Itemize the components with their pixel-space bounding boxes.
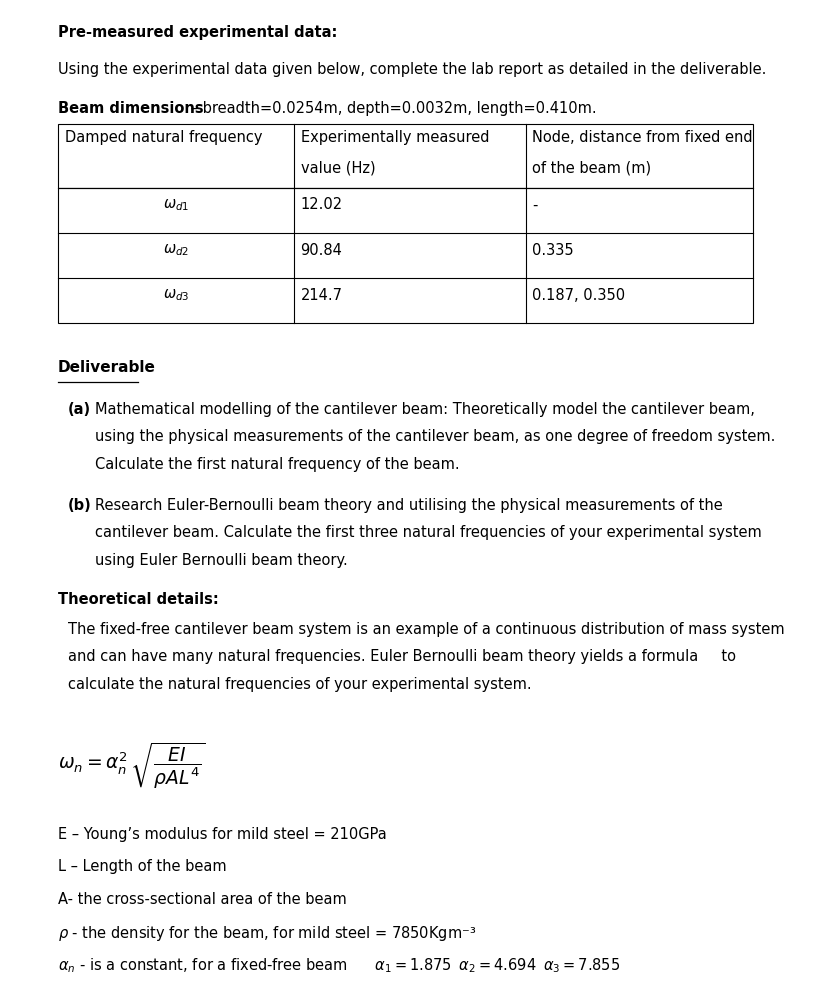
Text: calculate the natural frequencies of your experimental system.: calculate the natural frequencies of you… xyxy=(68,677,531,691)
Text: $\omega_{d2}$: $\omega_{d2}$ xyxy=(163,243,189,258)
FancyBboxPatch shape xyxy=(58,188,753,323)
Text: cantilever beam. Calculate the first three natural frequencies of your experimen: cantilever beam. Calculate the first thr… xyxy=(95,525,761,540)
Text: 214.7: 214.7 xyxy=(300,288,342,302)
Text: – breadth=0.0254m, depth=0.0032m, length=0.410m.: – breadth=0.0254m, depth=0.0032m, length… xyxy=(186,101,596,116)
Text: A- the cross-sectional area of the beam: A- the cross-sectional area of the beam xyxy=(58,892,347,906)
Text: $\omega_{d1}$: $\omega_{d1}$ xyxy=(163,197,189,213)
Text: -: - xyxy=(532,197,537,212)
Text: (b): (b) xyxy=(68,498,92,513)
Text: E – Young’s modulus for mild steel = 210GPa: E – Young’s modulus for mild steel = 210… xyxy=(58,827,386,842)
Text: using the physical measurements of the cantilever beam, as one degree of freedom: using the physical measurements of the c… xyxy=(95,429,775,444)
Text: value (Hz): value (Hz) xyxy=(300,160,375,175)
Text: L – Length of the beam: L – Length of the beam xyxy=(58,859,227,874)
Text: using Euler Bernoulli beam theory.: using Euler Bernoulli beam theory. xyxy=(95,553,347,568)
Text: $\omega_{d3}$: $\omega_{d3}$ xyxy=(163,288,189,303)
Text: Experimentally measured: Experimentally measured xyxy=(300,130,489,144)
Text: Beam dimensions: Beam dimensions xyxy=(58,101,203,116)
Text: Theoretical details:: Theoretical details: xyxy=(58,592,218,607)
FancyBboxPatch shape xyxy=(58,124,753,188)
Text: The fixed-free cantilever beam system is an example of a continuous distribution: The fixed-free cantilever beam system is… xyxy=(68,622,783,636)
Text: and can have many natural frequencies. Euler Bernoulli beam theory yields a form: and can have many natural frequencies. E… xyxy=(68,649,735,664)
Text: of the beam (m): of the beam (m) xyxy=(532,160,651,175)
Text: 0.187, 0.350: 0.187, 0.350 xyxy=(532,288,624,302)
Text: 0.335: 0.335 xyxy=(532,243,573,257)
Text: 90.84: 90.84 xyxy=(300,243,342,257)
Text: Research Euler-Bernoulli beam theory and utilising the physical measurements of : Research Euler-Bernoulli beam theory and… xyxy=(95,498,722,513)
Text: Calculate the first natural frequency of the beam.: Calculate the first natural frequency of… xyxy=(95,457,459,471)
Text: Mathematical modelling of the cantilever beam: Theoretically model the cantileve: Mathematical modelling of the cantilever… xyxy=(95,402,754,416)
Text: $\omega_n = \alpha_n^2\,\sqrt{\dfrac{EI}{\rho A L^4}}$: $\omega_n = \alpha_n^2\,\sqrt{\dfrac{EI}… xyxy=(58,740,206,791)
Text: Damped natural frequency: Damped natural frequency xyxy=(65,130,262,144)
Text: $\alpha_n$ - is a constant, for a fixed-free beam      $\alpha_1 = 1.875\;\;\alp: $\alpha_n$ - is a constant, for a fixed-… xyxy=(58,956,619,975)
Text: Pre-measured experimental data:: Pre-measured experimental data: xyxy=(58,25,337,39)
Text: Node, distance from fixed end: Node, distance from fixed end xyxy=(532,130,752,144)
Text: Deliverable: Deliverable xyxy=(58,360,155,375)
Text: (a): (a) xyxy=(68,402,91,416)
Text: Using the experimental data given below, complete the lab report as detailed in : Using the experimental data given below,… xyxy=(58,62,766,77)
Text: 12.02: 12.02 xyxy=(300,197,342,212)
Text: $\rho$ - the density for the beam, for mild steel = 7850Kgm⁻³: $\rho$ - the density for the beam, for m… xyxy=(58,924,476,943)
